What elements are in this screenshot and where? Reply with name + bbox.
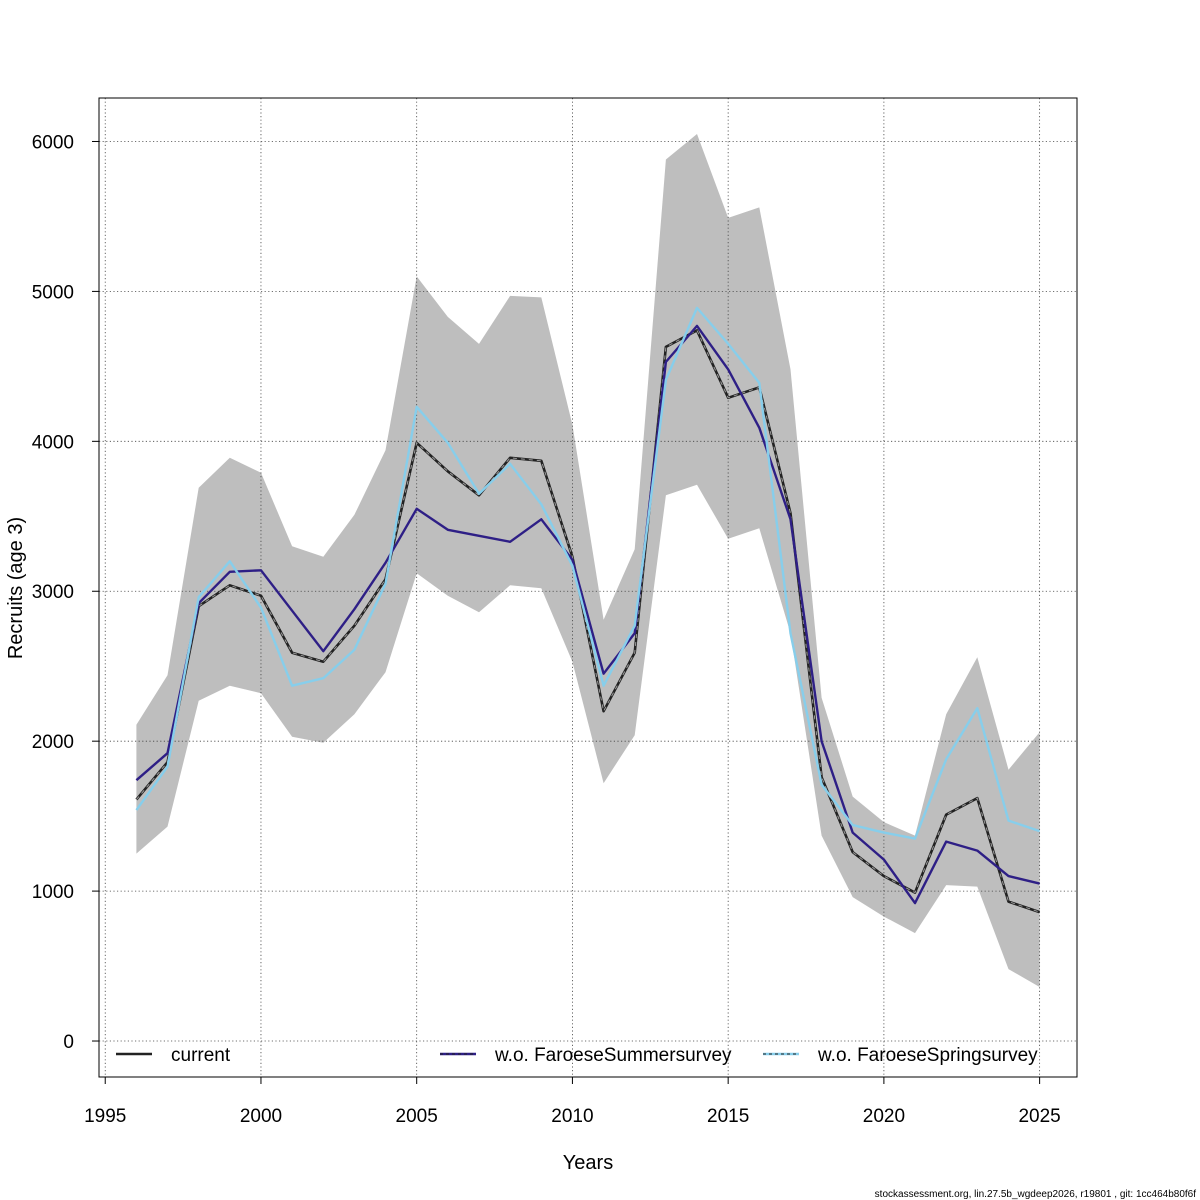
y-tick-label: 5000 [32, 282, 74, 303]
x-tick-label: 2025 [1018, 1106, 1060, 1127]
series-line-current-dash [136, 329, 1040, 913]
x-tick-label: 2020 [863, 1106, 905, 1127]
x-tick-label: 2000 [240, 1106, 282, 1127]
series-layer [135, 306, 1041, 914]
x-tick-label: 1995 [84, 1106, 126, 1127]
y-tick-label: 4000 [32, 432, 74, 453]
y-tick-label: 6000 [32, 132, 74, 153]
footer-credit: stockassessment.org, lin.27.5b_wgdeep202… [875, 1189, 1197, 1200]
x-axis: 1995 2000 2005 2010 2015 2020 2025 [84, 1076, 1061, 1127]
y-tick-label: 3000 [32, 582, 74, 603]
series-line-wo-faroese-springsurvey [135, 306, 1040, 840]
legend-wo-faroese-summersurvey: w.o. FaroeseSummersurvey [440, 1045, 732, 1066]
x-tick-label: 2015 [707, 1106, 749, 1127]
series-line-wo-faroese-summersurvey [135, 324, 1040, 905]
y-tick-label: 1000 [32, 882, 74, 903]
x-tick-label: 2010 [551, 1106, 593, 1127]
x-axis-title: Years [563, 1152, 613, 1174]
legend: current w.o. FaroeseSummersurvey w.o. Faro… [116, 1045, 1038, 1066]
y-tick-label: 0 [63, 1032, 74, 1053]
confidence-band-layer [136, 134, 1040, 987]
x-tick-label: 2005 [396, 1106, 438, 1127]
legend-label: current [171, 1045, 231, 1066]
grid-layer [99, 98, 1077, 1077]
legend-wo-faroese-springsurvey: w.o. FaroeseSpringsurvey [763, 1045, 1038, 1066]
confidence-band [136, 134, 1040, 987]
y-axis-title: Recruits (age 3) [5, 517, 27, 659]
y-axis: 0 1000 2000 3000 4000 5000 6000 [32, 132, 100, 1053]
y-tick-label: 2000 [32, 732, 74, 753]
legend-current: current [116, 1045, 231, 1066]
legend-label: w.o. FaroeseSpringsurvey [817, 1045, 1038, 1066]
legend-label: w.o. FaroeseSummersurvey [494, 1045, 732, 1066]
